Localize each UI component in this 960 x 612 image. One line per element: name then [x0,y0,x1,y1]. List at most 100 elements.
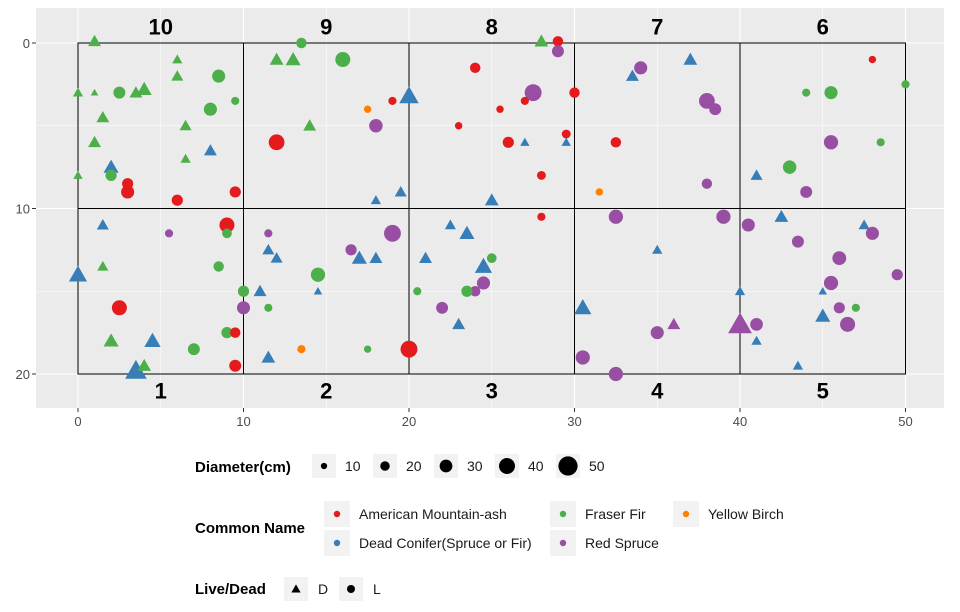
legend-size-keys: 10 20 30 40 50 [312,454,605,478]
legend-size-marker [439,459,453,473]
tree-point [876,138,885,147]
tree-point [496,105,504,113]
tree-point [90,88,99,96]
tree-point [229,186,241,198]
tree-point [502,136,514,148]
tree-point [221,327,233,339]
legend-species-label: American Mountain-ash [359,506,507,522]
tree-point [537,212,546,221]
legend-status-marker [347,585,355,593]
tree-point [868,55,877,64]
x-tick-label: 50 [898,414,912,429]
tree-point [296,37,307,49]
tree-point [125,359,147,379]
legend-status-title: Live/Dead [195,581,266,598]
tree-point [384,224,401,242]
tree-point [608,366,623,382]
tree-point [237,285,250,297]
legend-status-marker [291,584,301,593]
tree-point [750,169,763,180]
tree-point [105,169,117,181]
tree-point [734,286,746,296]
legend-size-marker [499,458,515,474]
tree-point [230,327,241,338]
tree-point [800,185,813,198]
legend-size-label: 50 [589,458,605,474]
tree-point [469,62,481,74]
tree-point [96,111,110,123]
tree-point [113,86,126,99]
tree-point [444,219,456,230]
tree-point [297,345,306,354]
tree-point [792,360,804,370]
tree-points [68,34,910,382]
x-tick-label: 40 [733,414,747,429]
tree-point [469,286,481,297]
tree-point [595,188,604,196]
legend-diameter: Diameter(cm) 10 20 30 40 50 [195,454,605,478]
tree-point [901,80,910,89]
legend-size-label: 10 [345,458,361,474]
tree-point [791,235,804,248]
tree-point [520,96,529,106]
tree-point [399,86,419,104]
x-tick-label: 10 [236,414,250,429]
tree-point [73,170,83,179]
legend-size-marker [380,461,390,471]
tree-point [802,88,811,97]
tree-point [610,137,622,148]
tree-point [741,218,755,232]
tree-point [699,93,715,109]
tree-point [701,178,713,189]
tree-point [851,303,860,312]
tree-point [137,358,152,371]
tree-point [345,244,357,256]
plot-number-label: 7 [651,14,663,39]
plot-number-label: 3 [486,379,498,404]
tree-point [486,253,497,263]
tree-point [369,251,383,263]
x-tick-label: 20 [402,414,416,429]
x-axis-ticks: 0 10 20 30 40 50 [74,408,913,429]
y-axis-ticks: 0 10 20 [16,36,36,382]
tree-point [285,52,301,66]
y-tick-label: 20 [16,367,30,382]
y-tick-label: 0 [23,36,30,51]
tree-point [394,185,407,197]
tree-point [222,228,232,239]
tree-point [625,69,639,81]
tree-point [164,229,174,238]
tree-point [865,226,879,240]
tree-point [88,135,101,148]
tree-point [524,84,542,102]
tree-point [388,96,397,106]
y-tick-label: 10 [16,202,30,217]
tree-point [452,317,466,330]
tree-point [363,105,372,113]
tree-point [608,209,623,224]
legend-species-marker [333,539,341,547]
tree-point [179,119,192,131]
plot-number-label: 6 [817,14,829,39]
tree-point [774,209,789,222]
tree-point [171,70,184,81]
tree-point [264,229,273,238]
tree-point [351,250,367,264]
tree-point [476,276,491,290]
tree-point [229,359,242,372]
legend-status-label: L [373,581,381,597]
tree-point [270,252,283,263]
tree-point [203,102,217,116]
tree-point [103,333,119,347]
tree-point [751,335,762,345]
tree-point [454,122,463,130]
tree-point [858,219,870,230]
legend-species-marker [333,510,341,518]
tree-point [370,195,382,205]
tree-point [750,317,763,331]
tree-point [650,326,664,340]
tree-point [310,267,326,282]
tree-point [782,160,797,174]
tree-point [552,36,564,47]
legend-diameter-title: Diameter(cm) [195,459,291,476]
